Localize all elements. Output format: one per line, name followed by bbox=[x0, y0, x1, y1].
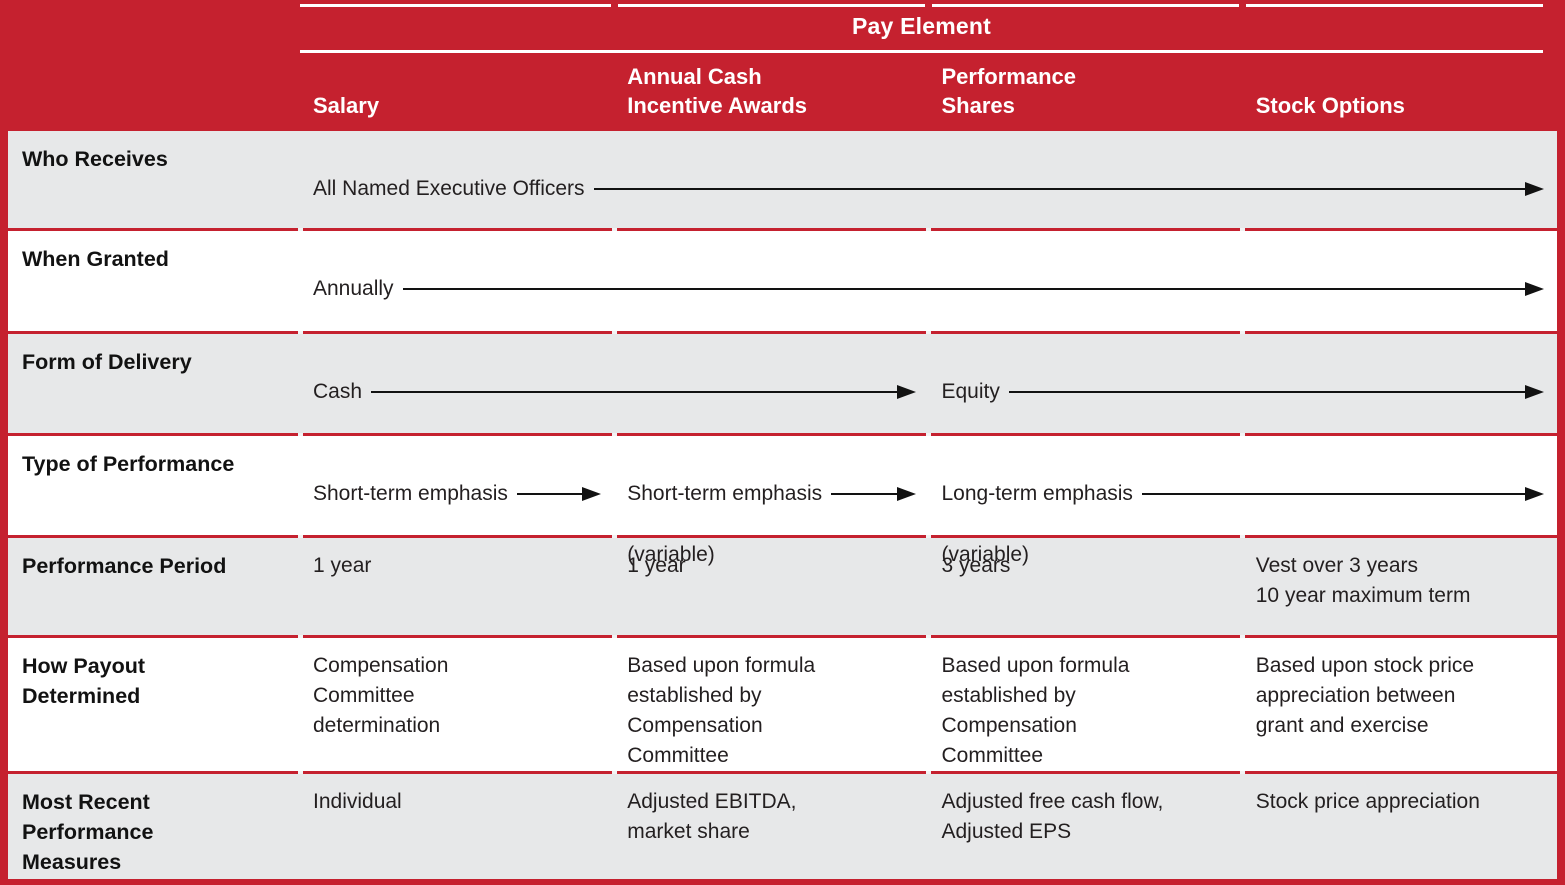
arrow-right-icon bbox=[403, 282, 1544, 296]
cell-period-stock-options: Vest over 3 years 10 year maximum term bbox=[1255, 554, 1471, 608]
column-header-row: Salary Annual Cash Incentive Awards Perf… bbox=[8, 62, 1557, 131]
cell-performance-long-term: Long-term emphasis (variable) bbox=[929, 449, 1558, 600]
cell-text: Short-term emphasis bbox=[627, 482, 823, 506]
cell-performance-salary: Short-term emphasis bbox=[300, 449, 614, 600]
column-header-performance-shares: Performance Shares bbox=[941, 63, 1077, 118]
cell-period-salary: 1 year bbox=[313, 554, 372, 577]
row-separator bbox=[8, 331, 1557, 334]
column-header-annual-cash-incentive-awards: Annual Cash Incentive Awards bbox=[627, 63, 807, 118]
row-most-recent-performance-measures: Most Recent Performance Measures Individ… bbox=[8, 774, 1557, 879]
row-label-type-of-performance: Type of Performance bbox=[22, 452, 235, 476]
cell-payout-stock-options: Based upon stock price appreciation betw… bbox=[1255, 654, 1475, 738]
cell-text: All Named Executive Officers bbox=[313, 177, 585, 201]
cell-period-annual-cash: 1 year bbox=[627, 554, 686, 577]
cell-note: (variable) bbox=[941, 543, 1030, 567]
row-performance-period: Performance Period 1 year 1 year 3 years… bbox=[8, 538, 1557, 635]
row-separator bbox=[8, 635, 1557, 638]
cell-text: Long-term emphasis bbox=[941, 482, 1133, 506]
row-form-of-delivery: Form of Delivery Cash Equity bbox=[8, 334, 1557, 433]
cell-payout-salary: Compensation Committee determination bbox=[313, 654, 449, 738]
cell-delivery-cash: Cash bbox=[300, 347, 929, 437]
row-type-of-performance: Type of Performance Short-term emphasis … bbox=[8, 436, 1557, 566]
cell-text: Equity bbox=[941, 380, 1000, 404]
pay-element-underline bbox=[300, 50, 1543, 53]
row-separator bbox=[8, 228, 1557, 231]
row-label-form-of-delivery: Form of Delivery bbox=[22, 350, 192, 374]
cell-measures-stock-options: Stock price appreciation bbox=[1255, 790, 1480, 813]
cell-note: (variable) bbox=[627, 543, 715, 567]
cell-text: Annually bbox=[313, 277, 394, 301]
cell-when-granted: Annually bbox=[300, 244, 1557, 334]
row-label-who-receives: Who Receives bbox=[22, 147, 168, 171]
row-separator bbox=[8, 433, 1557, 436]
row-how-payout-determined: How Payout Determined Compensation Commi… bbox=[8, 638, 1557, 771]
row-when-granted: When Granted Annually bbox=[8, 231, 1557, 331]
column-header-stock-options: Stock Options bbox=[1255, 92, 1405, 118]
cell-measures-salary: Individual bbox=[313, 790, 402, 813]
arrow-right-icon bbox=[594, 182, 1544, 196]
column-header-salary: Salary bbox=[313, 92, 380, 118]
arrow-right-icon bbox=[1142, 487, 1544, 501]
row-separator bbox=[8, 771, 1557, 774]
arrow-right-icon bbox=[831, 487, 915, 501]
row-who-receives: Who Receives All Named Executive Officer… bbox=[8, 131, 1557, 228]
cell-performance-annual-cash: Short-term emphasis (variable) bbox=[614, 449, 928, 600]
arrow-right-icon bbox=[517, 487, 601, 501]
row-label-how-payout-determined: How Payout Determined bbox=[22, 654, 146, 709]
cell-measures-performance-shares: Adjusted free cash flow, Adjusted EPS bbox=[941, 790, 1164, 844]
cell-period-performance-shares: 3 years bbox=[941, 554, 1011, 577]
table-header: Pay Element Salary Annual Cash Incentive… bbox=[8, 0, 1557, 131]
cell-text: Cash bbox=[313, 380, 363, 404]
row-separator bbox=[8, 535, 1557, 538]
row-label-most-recent-performance-measures: Most Recent Performance Measures bbox=[22, 790, 154, 875]
header-top-border bbox=[300, 4, 1543, 7]
cell-payout-performance-shares: Based upon formula established by Compen… bbox=[941, 654, 1130, 768]
cell-who-receives: All Named Executive Officers bbox=[300, 144, 1557, 234]
row-label-when-granted: When Granted bbox=[22, 247, 169, 271]
cell-payout-annual-cash: Based upon formula established by Compen… bbox=[627, 654, 816, 768]
cell-measures-annual-cash: Adjusted EBITDA, market share bbox=[627, 790, 797, 844]
cell-text: Short-term emphasis bbox=[313, 482, 508, 506]
arrow-right-icon bbox=[371, 385, 915, 399]
cell-delivery-equity: Equity bbox=[929, 347, 1558, 437]
pay-element-group-title: Pay Element bbox=[852, 13, 991, 39]
row-label-performance-period: Performance Period bbox=[22, 554, 227, 578]
arrow-right-icon bbox=[1009, 385, 1544, 399]
